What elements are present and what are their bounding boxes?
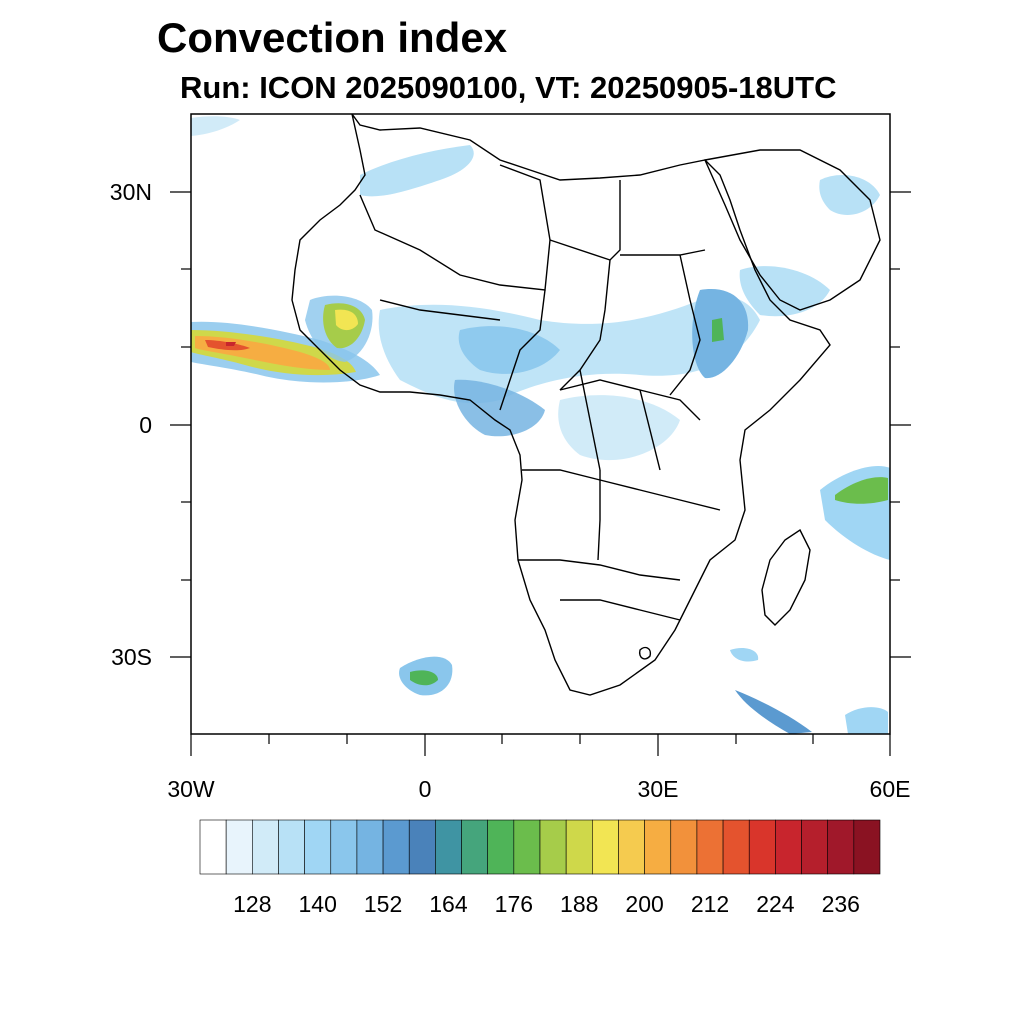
tick-marks: [170, 191, 911, 756]
colorbar-tick-label: 224: [756, 891, 795, 917]
colorbar-tick-label: 236: [822, 891, 860, 917]
colorbar-labels: 128 140 152 164 176 188 200 212 224 236: [233, 891, 860, 917]
colorbar-swatch: [382, 819, 410, 875]
colorbar-swatch: [304, 819, 332, 875]
colorbar-swatch: [618, 819, 645, 875]
y-tick-label-0: 0: [139, 412, 152, 438]
colorbar-tick-label: 140: [299, 891, 337, 917]
colorbar-swatch: [225, 819, 253, 875]
colorbar-swatch: [775, 819, 802, 875]
colorbar-swatch: [356, 819, 384, 875]
colorbar-tick-label: 200: [625, 891, 663, 917]
colorbar-swatch: [670, 819, 698, 875]
colorbar-tick-label: 128: [233, 891, 271, 917]
y-tick-label-30n: 30N: [110, 179, 152, 205]
colorbar-swatch: [748, 819, 776, 875]
colorbar-swatch: [487, 819, 515, 875]
colorbar-swatch: [199, 819, 227, 875]
colorbar-swatch: [252, 819, 279, 875]
colorbar-swatch: [513, 819, 541, 875]
colorbar-tick-label: 212: [691, 891, 729, 917]
colorbar-tick-label: 188: [560, 891, 598, 917]
colorbar-swatch: [278, 819, 305, 875]
colorbar-swatch: [435, 819, 462, 875]
x-tick-label-30e: 30E: [638, 776, 679, 802]
map-title: Convection index: [157, 14, 508, 61]
colorbar-swatch: [330, 819, 358, 875]
colorbar-swatch: [408, 819, 436, 875]
colorbar-tick-label: 152: [364, 891, 402, 917]
y-tick-label-30s: 30S: [111, 644, 152, 670]
x-tick-label-60e: 60E: [870, 776, 911, 802]
colorbar-swatch: [565, 819, 593, 875]
colorbar-swatch: [592, 819, 619, 875]
colorbar-swatch: [801, 819, 828, 875]
colorbar-swatch: [461, 819, 488, 875]
map-subtitle: Run: ICON 2025090100, VT: 20250905-18UTC: [180, 70, 837, 105]
x-tick-label-30w: 30W: [167, 776, 215, 802]
colorbar-swatch: [853, 819, 881, 875]
colorbar-swatch: [827, 819, 855, 875]
colorbar: [199, 819, 881, 875]
colorbar-swatch: [696, 819, 724, 875]
coastlines: [291, 114, 881, 696]
colorbar-tick-label: 164: [429, 891, 468, 917]
x-tick-label-0: 0: [419, 776, 432, 802]
colorbar-tick-label: 176: [495, 891, 533, 917]
convection-field: [191, 116, 890, 734]
map-frame: [190, 113, 891, 735]
colorbar-swatch: [644, 819, 672, 875]
colorbar-swatch: [539, 819, 567, 875]
colorbar-swatch: [722, 819, 750, 875]
